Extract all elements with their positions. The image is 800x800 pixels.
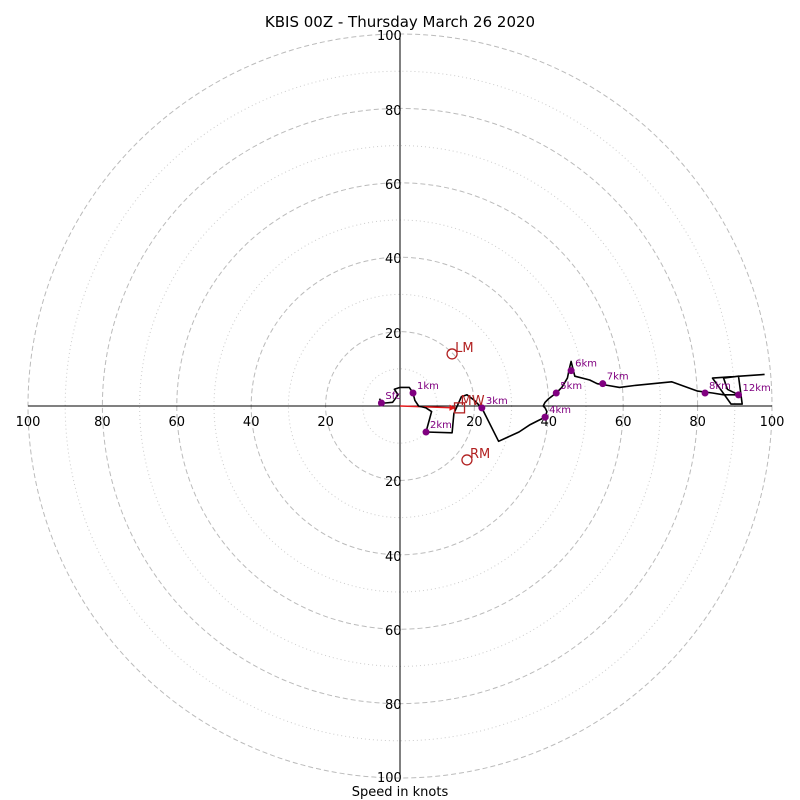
y-tick-label-bottom-100: 100 — [377, 771, 402, 786]
height-point-sfc — [377, 399, 385, 407]
height-label-7km: 7km — [607, 372, 629, 383]
y-tick-label-bottom-20: 20 — [385, 475, 402, 490]
height-point-7km — [599, 380, 607, 388]
mean-wind-label: MW — [461, 394, 485, 409]
height-label-4km: 4km — [549, 405, 571, 416]
y-tick-label-bottom-40: 40 — [385, 550, 402, 565]
mean-wind-arrow-head — [449, 404, 456, 411]
x-tick-label-100: 100 — [760, 415, 785, 430]
right-mover-label: RM — [470, 447, 490, 462]
x-tick-label-20: 20 — [466, 415, 483, 430]
height-point-8km — [701, 389, 709, 397]
y-tick-labels: 100 80 60 40 20 20 40 60 80 100 — [377, 29, 402, 786]
height-label-8km: 8km — [709, 381, 731, 392]
x-tick-label-80: 80 — [689, 415, 706, 430]
height-point-1km — [409, 389, 417, 397]
height-label-5km: 5km — [560, 381, 582, 392]
x-tick-label-neg-100: 100 — [16, 415, 41, 430]
y-tick-label-bottom-80: 80 — [385, 698, 402, 713]
height-point-3km — [478, 404, 486, 412]
x-tick-label-neg-20: 20 — [317, 415, 334, 430]
mean-wind-arrow — [399, 405, 456, 409]
y-tick-label-bottom-60: 60 — [385, 624, 402, 639]
hodograph-trace — [378, 360, 765, 443]
y-tick-label-top-60: 60 — [385, 178, 402, 193]
height-label-2km: 2km — [430, 420, 452, 431]
height-label-12km: 12km — [743, 383, 771, 394]
height-label-6km: 6km — [575, 359, 597, 370]
y-tick-label-top-40: 40 — [385, 252, 402, 267]
height-markers: Sfc 1km 2km 3km 4km 5km 6km 7km 8km 12km — [377, 359, 771, 436]
x-tick-labels: 100 80 60 40 20 20 40 60 80 100 — [16, 415, 785, 430]
x-tick-label-neg-40: 40 — [243, 415, 260, 430]
y-tick-label-top-100: 100 — [377, 29, 402, 44]
height-point-12km — [735, 391, 743, 399]
x-tick-label-60: 60 — [615, 415, 632, 430]
height-label-sfc: Sfc — [385, 391, 400, 402]
x-tick-label-neg-80: 80 — [94, 415, 111, 430]
height-label-1km: 1km — [417, 381, 439, 392]
x-axis-label: Speed in knots — [352, 785, 449, 800]
hodograph-trace-group — [378, 360, 765, 443]
right-mover-marker — [461, 454, 473, 466]
x-tick-label-neg-60: 60 — [169, 415, 186, 430]
mean-wind-marker — [453, 402, 466, 414]
height-point-2km — [422, 428, 430, 436]
storm-motion-markers: LM RM MW — [446, 341, 490, 466]
height-point-5km — [552, 389, 560, 397]
left-mover-marker — [446, 348, 458, 360]
mean-wind-arrow-group — [399, 404, 456, 411]
y-tick-label-top-20: 20 — [385, 327, 402, 342]
height-label-3km: 3km — [486, 396, 508, 407]
left-mover-label: LM — [455, 341, 473, 356]
y-tick-label-top-80: 80 — [385, 104, 402, 119]
chart-title: KBIS 00Z - Thursday March 26 2020 — [265, 13, 535, 31]
height-point-4km — [541, 413, 549, 421]
height-point-6km — [567, 367, 575, 375]
